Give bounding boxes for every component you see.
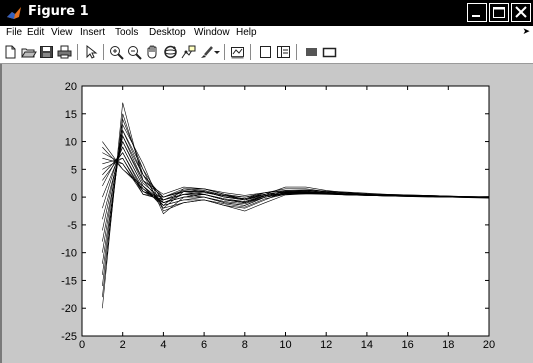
x-tick-label: 8 xyxy=(242,339,248,351)
close-button[interactable] xyxy=(511,3,531,22)
x-tick-label: 10 xyxy=(279,339,291,351)
line-plot[interactable]: 0 2 4 6 8 10 12 14 16 18 20 20 15 10 5 0 -5 -10 -15 -20 -25 xyxy=(0,64,533,363)
hide-plot-tools-icon[interactable] xyxy=(257,44,274,60)
toolbar-separator xyxy=(296,44,297,60)
axes-box xyxy=(81,85,490,337)
pan-hand-icon[interactable] xyxy=(144,44,161,60)
series-line-20[interactable] xyxy=(102,141,489,209)
zoom-in-icon[interactable] xyxy=(108,44,125,60)
x-tick-label: 0 xyxy=(79,339,85,351)
y-tick-label: 20 xyxy=(65,81,77,93)
menu-edit[interactable]: Edit xyxy=(27,27,45,38)
toolbar-separator xyxy=(224,44,225,60)
x-tick-label: 4 xyxy=(160,339,166,351)
y-tick-label: -10 xyxy=(61,248,77,260)
x-axis: 0 2 4 6 8 10 12 14 16 18 20 xyxy=(79,86,495,351)
menu-insert[interactable]: Insert xyxy=(80,27,106,38)
toolbar-separator xyxy=(77,44,78,60)
x-tick-label: 12 xyxy=(320,339,332,351)
toolbar-separator xyxy=(103,44,104,60)
menu-help[interactable]: Help xyxy=(236,27,257,38)
link-plot-icon[interactable] xyxy=(229,44,246,60)
menu-tools[interactable]: Tools xyxy=(115,27,139,38)
y-tick-label: 0 xyxy=(71,192,77,204)
y-tick-label: -5 xyxy=(67,220,77,232)
insert-legend-icon[interactable] xyxy=(321,44,338,60)
save-icon[interactable] xyxy=(38,44,55,60)
maximize-icon xyxy=(493,7,505,18)
minimize-button[interactable] xyxy=(467,3,487,22)
y-tick-label: -15 xyxy=(61,275,77,287)
figure-toolbar xyxy=(0,41,533,64)
brush-icon[interactable] xyxy=(198,44,215,60)
show-plot-tools-icon[interactable] xyxy=(275,44,292,60)
data-cursor-icon[interactable] xyxy=(180,44,197,60)
y-tick-label: -20 xyxy=(61,303,77,315)
y-tick-label: -25 xyxy=(61,331,77,343)
menu-file[interactable]: File xyxy=(6,27,23,38)
window-title: Figure 1 xyxy=(28,4,89,19)
title-bar[interactable]: Figure 1 xyxy=(0,0,533,26)
rotate-3d-icon[interactable] xyxy=(162,44,179,60)
x-tick-label: 20 xyxy=(483,339,495,351)
x-tick-label: 16 xyxy=(401,339,413,351)
window-left-border xyxy=(0,64,2,363)
brush-dropdown-icon[interactable] xyxy=(213,44,221,60)
y-tick-label: 5 xyxy=(71,164,77,176)
series-layer xyxy=(102,102,490,309)
close-icon xyxy=(515,6,527,18)
matlab-logo-icon xyxy=(7,7,21,19)
x-tick-label: 2 xyxy=(120,339,126,351)
toolbar-separator xyxy=(250,44,251,60)
y-tick-label: 10 xyxy=(65,137,77,149)
zoom-out-icon[interactable] xyxy=(126,44,143,60)
x-tick-label: 14 xyxy=(361,339,373,351)
y-tick-label: 15 xyxy=(65,109,77,121)
menu-overflow-arrow-icon[interactable]: ➤ xyxy=(522,27,530,37)
menu-view[interactable]: View xyxy=(51,27,73,38)
menu-desktop[interactable]: Desktop xyxy=(149,27,186,38)
new-figure-icon[interactable] xyxy=(2,44,19,60)
maximize-button[interactable] xyxy=(489,3,509,22)
y-axis: 20 15 10 5 0 -5 -10 -15 -20 -25 xyxy=(61,81,489,343)
x-tick-label: 6 xyxy=(201,339,207,351)
minimize-icon xyxy=(472,15,480,17)
print-icon[interactable] xyxy=(56,44,73,60)
open-file-icon[interactable] xyxy=(20,44,37,60)
menu-window[interactable]: Window xyxy=(194,27,230,38)
menu-bar: File Edit View Insert Tools Desktop Wind… xyxy=(0,26,533,41)
edit-plot-arrow-icon[interactable] xyxy=(82,44,99,60)
series-line-17[interactable] xyxy=(102,157,489,201)
x-tick-label: 18 xyxy=(442,339,454,351)
insert-colorbar-icon[interactable] xyxy=(303,44,320,60)
